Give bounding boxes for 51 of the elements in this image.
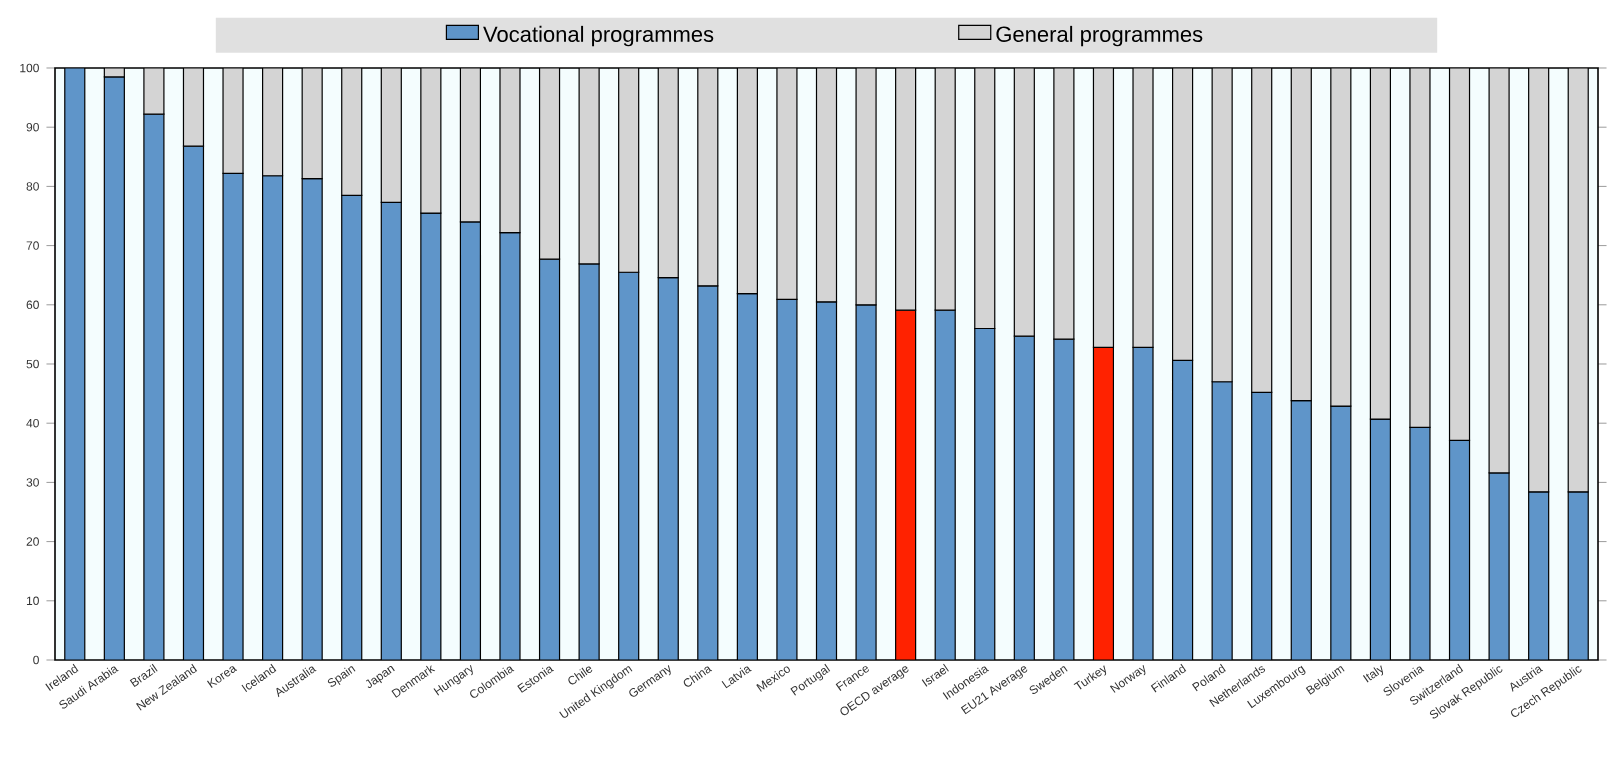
- bar: [420, 212, 442, 660]
- y-tick-label: 10: [26, 596, 39, 606]
- bar: [1448, 439, 1471, 660]
- y-tick-label: 20: [26, 537, 39, 546]
- bar: [815, 301, 838, 660]
- bar: [1369, 418, 1391, 660]
- bar: [103, 76, 125, 660]
- bar: [380, 201, 402, 660]
- bar: [1132, 346, 1154, 660]
- x-tick-label: Italy: [1362, 665, 1384, 683]
- bar: [1171, 359, 1194, 660]
- bar: [1092, 346, 1115, 660]
- bar: [657, 276, 679, 660]
- bar: [855, 304, 877, 660]
- bar: [538, 258, 561, 660]
- bar: [1013, 335, 1035, 660]
- y-tick-label: 70: [26, 241, 39, 250]
- bar: [697, 285, 719, 660]
- bar: [1567, 491, 1589, 660]
- bar: [974, 327, 996, 660]
- bar: [1528, 491, 1550, 660]
- bar: [459, 221, 482, 660]
- bar: [301, 178, 323, 660]
- bar: [499, 231, 521, 660]
- y-tick-label: 100: [20, 63, 39, 73]
- y-tick-label: 50: [26, 359, 39, 369]
- bar: [182, 145, 205, 660]
- bar: [736, 292, 758, 660]
- bar: [1251, 391, 1273, 660]
- bar: [1290, 400, 1312, 660]
- bar: [578, 263, 600, 660]
- bar: [222, 172, 244, 660]
- bar: [1330, 405, 1352, 660]
- bar: [895, 309, 917, 660]
- bar: [776, 298, 798, 660]
- bar: [143, 113, 165, 660]
- bar: [341, 194, 363, 660]
- y-tick-label: 80: [26, 182, 39, 191]
- y-tick-label: 90: [26, 122, 39, 132]
- y-tick-label: 0: [33, 655, 39, 665]
- bar: [262, 175, 284, 660]
- legend-label: General programmes: [996, 25, 1203, 47]
- legend-label: Vocational programmes: [483, 25, 714, 47]
- x-tick-label: Chile: [568, 666, 593, 685]
- bar: [1211, 381, 1233, 660]
- bar: [64, 68, 86, 660]
- y-tick-label: 30: [26, 478, 39, 487]
- bar: [618, 271, 640, 660]
- y-tick-label: 60: [26, 300, 39, 310]
- y-tick-label: 40: [26, 418, 39, 428]
- bar: [934, 309, 956, 660]
